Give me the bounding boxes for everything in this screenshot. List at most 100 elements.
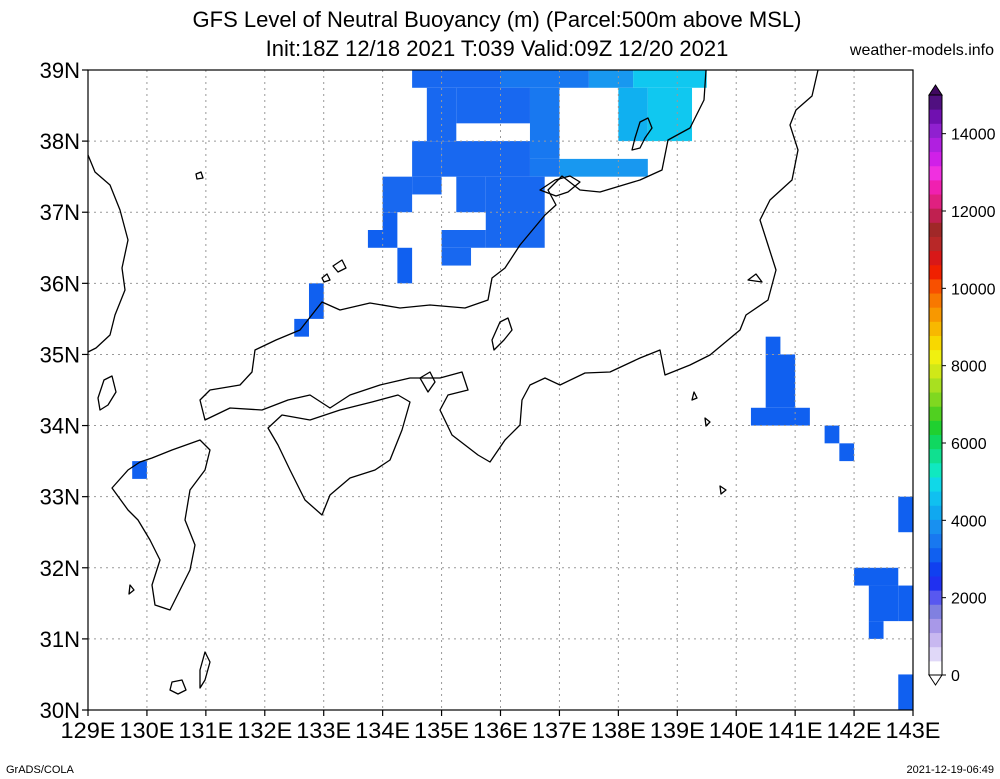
buoyancy-shading	[132, 70, 913, 710]
lon-label: 142E	[827, 718, 882, 743]
lat-label: 37N	[40, 200, 80, 225]
oki-islands	[321, 259, 347, 283]
map-title: GFS Level of Neutral Buoyancy (m) (Parce…	[192, 7, 802, 32]
lon-label: 130E	[119, 718, 174, 743]
data-cell-4	[426, 87, 457, 142]
lon-label: 136E	[473, 718, 528, 743]
data-cell-29	[132, 461, 147, 479]
longitude-labels: 129E 130E 131E 132E 133E 134E 135E 136E 137E 138E…	[61, 718, 941, 743]
colorbar-swatch	[929, 561, 942, 577]
izu-island-1	[691, 391, 698, 401]
colorbar-swatch	[929, 137, 942, 153]
colorbar-label: 14000	[951, 127, 996, 144]
lon-label: 140E	[709, 718, 764, 743]
lon-label: 133E	[296, 718, 351, 743]
data-cell-26	[750, 407, 810, 426]
colorbar-swatch	[929, 434, 942, 450]
data-cell-15	[456, 176, 486, 213]
noto-peninsula	[539, 175, 581, 197]
colorbar: 14000 12000 10000 8000 6000 4000 2000 0	[928, 84, 996, 686]
lat-label: 34N	[40, 414, 80, 439]
lon-label: 139E	[650, 718, 705, 743]
lat-label: 36N	[40, 271, 80, 296]
colorbar-swatch	[929, 165, 942, 181]
lat-label: 30N	[40, 698, 80, 723]
kyushu-coast	[111, 439, 211, 611]
colorbar-swatch	[929, 632, 942, 648]
axis-ticks	[82, 69, 914, 716]
colorbar-min-triangle	[928, 674, 943, 686]
data-cell-14	[412, 176, 442, 195]
lon-label: 137E	[532, 718, 587, 743]
boso-peninsula	[747, 273, 763, 283]
data-cell-11	[529, 158, 560, 177]
data-cell-28	[839, 443, 855, 462]
colorbar-swatch	[929, 293, 942, 308]
izu-island-3	[719, 485, 727, 495]
colorbar-swatch	[929, 95, 942, 110]
footer-timestamp: 2021-12-19-06:49	[906, 764, 994, 776]
colorbar-max-triangle	[928, 84, 943, 96]
lon-label: 141E	[768, 718, 823, 743]
map-subtitle: Init:18Z 12/18 2021 T:039 Valid:09Z 12/2…	[265, 36, 729, 61]
data-cell-22	[308, 283, 324, 319]
data-cell-7	[618, 87, 648, 142]
lat-label: 35N	[40, 342, 80, 367]
colorbar-swatch	[929, 179, 942, 195]
data-cell-5	[456, 87, 530, 124]
colorbar-swatch	[929, 349, 942, 365]
colorbar-frame	[928, 94, 943, 676]
colorbar-swatch	[929, 575, 942, 591]
data-cell-3	[633, 70, 707, 88]
colorbar-swatch	[929, 533, 942, 549]
koshiki-islands	[128, 584, 135, 595]
izu-island-2	[704, 417, 711, 427]
data-cell-30	[898, 496, 913, 533]
footer-software-label: GrADS/COLA	[6, 764, 74, 776]
honshu-coast	[199, 69, 819, 463]
colorbar-swatch	[929, 194, 942, 209]
colorbar-swatch	[929, 307, 942, 322]
colorbar-swatch	[929, 491, 942, 506]
colorbar-label: 0	[951, 668, 960, 685]
colorbar-label: 10000	[951, 281, 996, 298]
data-cell-17	[382, 212, 398, 230]
data-cell-27	[824, 425, 840, 444]
credit-label: weather-models.info	[849, 42, 994, 59]
data-cell-33	[898, 585, 913, 622]
data-cell-24	[765, 336, 781, 355]
ulleungdo-island	[195, 171, 204, 180]
colorbar-swatch	[929, 646, 942, 662]
coastlines	[87, 69, 819, 695]
data-cell-34	[868, 621, 884, 639]
data-cell-13	[382, 176, 413, 213]
lon-label: 129E	[61, 718, 116, 743]
korea-coast	[87, 154, 129, 353]
shikoku-coast	[267, 394, 411, 516]
lat-label: 39N	[40, 58, 80, 83]
colorbar-swatch	[929, 321, 942, 336]
colorbar-swatch	[929, 222, 942, 237]
colorbar-label: 8000	[951, 359, 987, 376]
tsushima-island	[97, 375, 117, 411]
data-cell-19	[397, 247, 413, 284]
data-cell-1	[500, 70, 589, 88]
lon-label: 134E	[355, 718, 410, 743]
colorbar-swatch	[929, 250, 942, 266]
gridlines	[88, 70, 913, 710]
lon-label: 132E	[237, 718, 292, 743]
colorbar-label: 2000	[951, 591, 987, 608]
colorbar-swatch	[929, 604, 942, 619]
data-cell-2	[588, 70, 634, 88]
latitude-labels: 39N 38N 37N 36N 35N 34N 33N 32N 31N 30N	[40, 58, 80, 723]
colorbar-swatch	[929, 236, 942, 252]
colorbar-swatch	[929, 590, 942, 605]
colorbar-swatch	[929, 618, 942, 634]
sado-island	[631, 117, 653, 151]
lat-label: 31N	[40, 627, 80, 652]
tanegashima-island	[199, 651, 211, 689]
colorbar-swatch	[929, 151, 942, 167]
colorbar-swatch	[929, 335, 942, 351]
data-cell-35	[898, 674, 913, 710]
